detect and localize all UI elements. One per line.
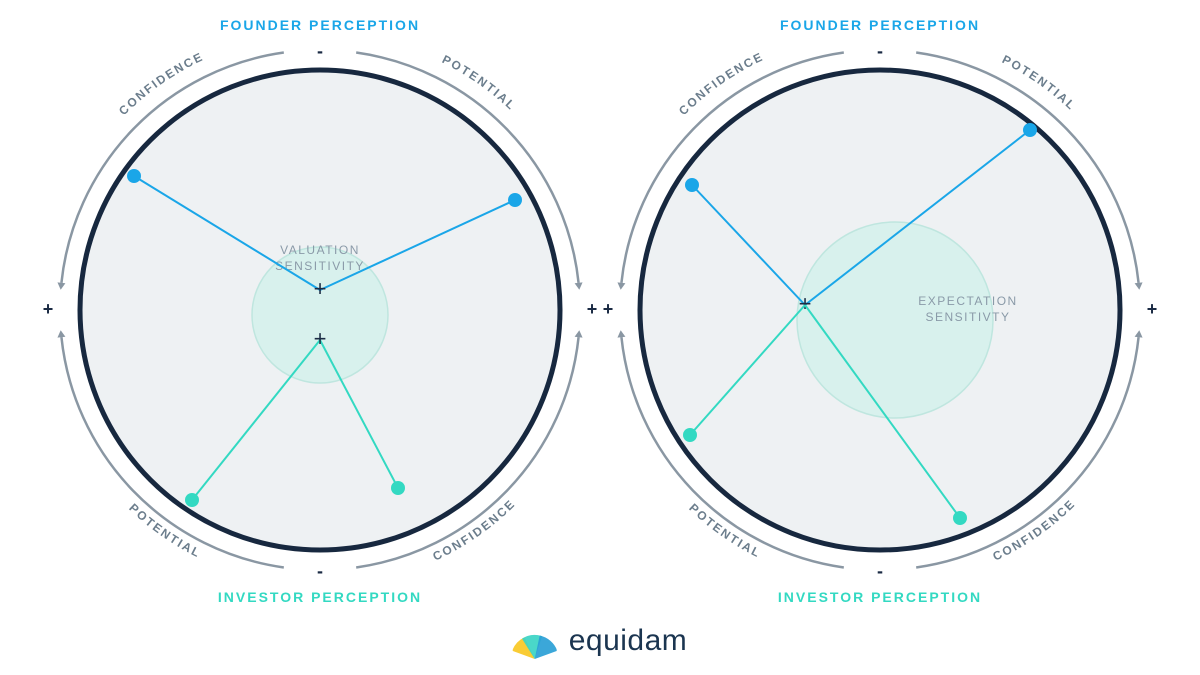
investor-confidence-point — [391, 481, 405, 495]
investor-potential-point — [683, 428, 697, 442]
plus-right: + — [587, 299, 598, 319]
brand-logo-text: equidam — [569, 624, 688, 658]
minus-top: - — [877, 41, 883, 61]
center-label-2: SENSITIVTY — [925, 310, 1010, 324]
minus-bottom: - — [877, 561, 883, 581]
minus-top: - — [317, 41, 323, 61]
perception-dial-left: VALUATIONSENSITIVITY++++--CONFIDENCEPOTE… — [43, 17, 598, 605]
founder-confidence-point — [127, 169, 141, 183]
founder-crosshair: + — [314, 276, 327, 301]
investor-crosshair: + — [314, 326, 327, 351]
center-label-1: EXPECTATION — [918, 294, 1017, 308]
perception-dial-right: EXPECTATIONSENSITIVTY+++--CONFIDENCEPOTE… — [603, 17, 1158, 605]
founder-perception-label: FOUNDER PERCEPTION — [220, 17, 420, 33]
founder-potential-point — [1023, 123, 1037, 137]
investor-perception-label: INVESTOR PERCEPTION — [778, 589, 982, 605]
minus-bottom: - — [317, 561, 323, 581]
plus-left: + — [603, 299, 614, 319]
founder-perception-label: FOUNDER PERCEPTION — [780, 17, 980, 33]
brand-logo: equidam — [513, 621, 688, 661]
brand-logo-icon — [513, 621, 557, 661]
center-label-1: VALUATION — [280, 243, 360, 257]
investor-perception-label: INVESTOR PERCEPTION — [218, 589, 422, 605]
founder-potential-point — [508, 193, 522, 207]
diagram-svg: VALUATIONSENSITIVITY++++--CONFIDENCEPOTE… — [0, 0, 1200, 675]
investor-confidence-point — [953, 511, 967, 525]
plus-left: + — [43, 299, 54, 319]
stage: VALUATIONSENSITIVITY++++--CONFIDENCEPOTE… — [0, 0, 1200, 675]
investor-potential-point — [185, 493, 199, 507]
founder-confidence-point — [685, 178, 699, 192]
plus-right: + — [1147, 299, 1158, 319]
